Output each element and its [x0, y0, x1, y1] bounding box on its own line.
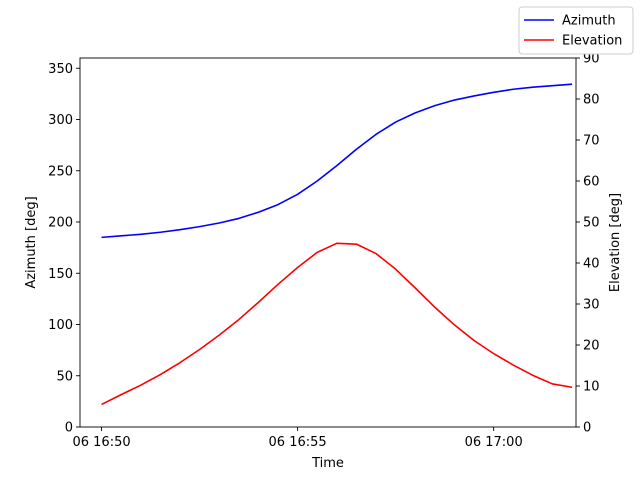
y-right-tick-label: 60: [583, 175, 600, 190]
x-tick-label: 06 16:55: [269, 435, 327, 450]
y-right-tick-label: 0: [583, 421, 591, 436]
elevation-series-line: [101, 242, 573, 406]
azimuth-legend-label: Azimuth: [562, 14, 616, 29]
y-right-tick-label: 10: [583, 380, 600, 395]
y-right-tick-label: 90: [583, 52, 600, 67]
y-left-tick-label: 50: [56, 369, 73, 384]
y-axis-right-label: Elevation [deg]: [608, 193, 623, 292]
y-right-tick-label: 50: [583, 216, 600, 231]
x-tick-label: 06 16:50: [72, 435, 130, 450]
y-right-tick-label: 40: [583, 257, 600, 272]
y-left-tick-label: 150: [48, 267, 73, 282]
series-layer: [101, 83, 573, 406]
x-tick-label: 06 17:00: [465, 435, 523, 450]
azimuth-series-line: [101, 83, 573, 239]
axes-layer: 06 16:50 06 16:55 06 17:000501001502002503…: [48, 52, 599, 451]
legend: Azimuth Elevation: [518, 6, 634, 55]
y-right-tick-label: 70: [583, 134, 600, 149]
elevation-legend-label: Elevation: [562, 34, 622, 49]
y-axis-left-label: Azimuth [deg]: [24, 196, 39, 288]
x-axis-label: Time: [311, 456, 344, 471]
legend-box: [518, 6, 634, 55]
y-right-tick-label: 20: [583, 339, 600, 354]
y-left-tick-label: 350: [48, 62, 73, 77]
plot-frame: [79, 57, 577, 428]
y-right-tick-label: 80: [583, 93, 600, 108]
y-right-tick-label: 30: [583, 298, 600, 313]
y-left-tick-label: 200: [48, 216, 73, 231]
y-left-tick-label: 300: [48, 113, 73, 128]
y-left-tick-label: 100: [48, 318, 73, 333]
y-left-tick-label: 250: [48, 164, 73, 179]
y-left-tick-label: 0: [65, 421, 73, 436]
